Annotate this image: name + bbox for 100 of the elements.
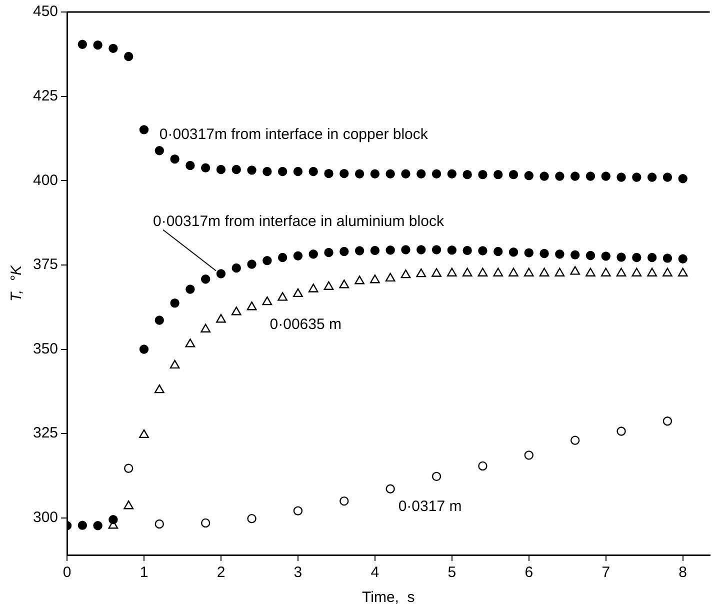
point [678,174,688,184]
point [400,269,411,278]
point [432,169,442,178]
point [386,484,395,494]
point [416,268,426,278]
point [216,269,226,278]
point [186,284,195,294]
point [232,164,241,174]
point [386,246,395,255]
point [616,426,626,436]
point [216,314,226,323]
point [462,246,472,256]
point [539,268,550,276]
point [108,44,118,54]
point [570,266,580,275]
point [247,166,256,175]
point [340,168,349,178]
point [554,268,565,276]
point [508,268,518,276]
x-tick-label: 8 [678,564,688,582]
point [662,268,672,276]
point [308,284,318,292]
point [216,164,226,174]
series-label: 0·0317 m [398,498,462,516]
point [200,324,211,332]
point [678,268,688,276]
y-tick-label: 425 [32,87,58,104]
point [601,252,610,261]
point [78,520,88,530]
x-tick-label: 4 [370,564,380,582]
point [340,246,349,256]
point [154,519,164,529]
point [524,170,534,180]
point [200,163,210,172]
point [616,172,626,182]
point [232,263,241,273]
point [662,172,672,182]
point [93,40,102,50]
point [570,436,580,445]
point [231,306,242,316]
point [170,360,180,369]
point [124,500,134,510]
point [354,246,364,256]
point [416,245,426,254]
point [154,146,164,156]
point [478,246,488,256]
point [401,169,410,178]
point [262,166,272,176]
point [78,40,88,49]
point [586,250,596,260]
point [370,274,380,284]
point [432,472,442,482]
point [370,169,380,178]
series-label: 0·00635 m [270,316,342,334]
point [324,281,334,290]
x-tick-label: 3 [294,564,302,582]
point [632,172,642,182]
y-tick-label: 325 [32,424,58,442]
y-tick-label: 450 [32,3,58,20]
point [262,256,272,266]
point [662,254,672,263]
y-tick-label: 300 [32,509,58,526]
point [678,254,688,264]
point [586,172,596,181]
point [570,250,580,260]
point [662,416,672,426]
point [154,384,164,394]
x-tick-label: 0 [62,564,72,582]
point [108,514,118,524]
point [354,276,364,284]
point [601,172,610,181]
point [508,170,518,180]
point [632,252,642,262]
point [524,450,534,460]
point [339,280,350,288]
point [200,274,210,284]
point [293,288,303,298]
point [93,521,102,530]
point [247,260,256,269]
point [278,252,288,262]
point [432,245,442,254]
point [570,172,580,181]
point [446,268,457,276]
y-tick-label: 350 [32,340,58,358]
point [186,160,195,170]
x-tick-label: 6 [524,564,534,582]
series-label: 0·00317m from interface in aluminium block [152,212,444,230]
point [154,316,164,325]
point [278,292,288,301]
point [308,250,318,259]
x-tick-label: 1 [140,564,148,582]
point [185,338,196,348]
point [416,169,426,178]
point [324,248,334,258]
point [447,169,457,178]
point [647,268,657,276]
point [170,298,180,308]
point [293,506,303,516]
point [262,296,272,306]
point [386,169,395,178]
